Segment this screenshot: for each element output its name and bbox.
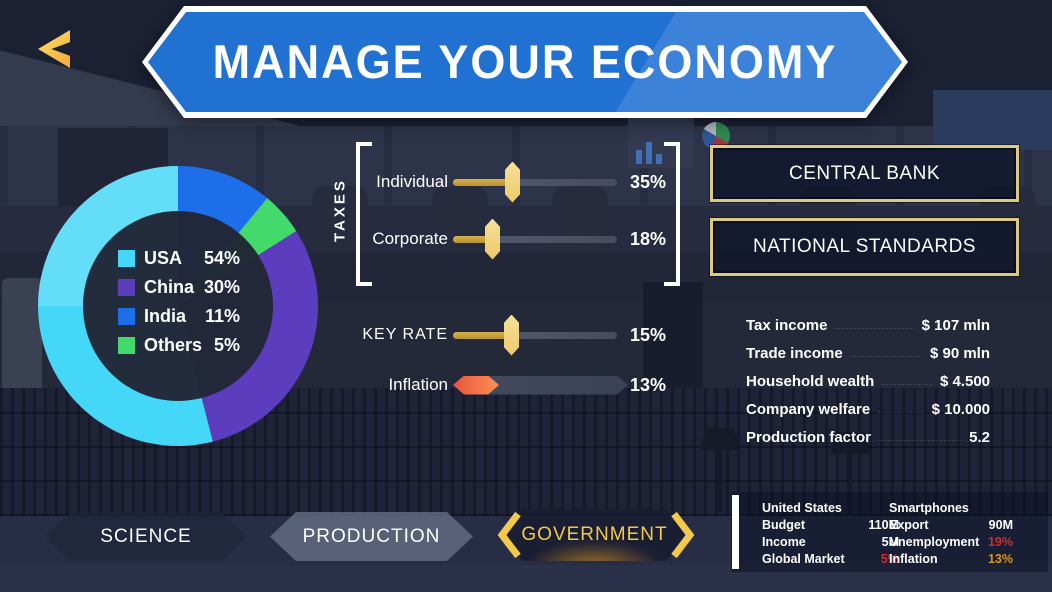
key-rate-value: 15% — [629, 324, 666, 345]
chair-silhouette — [432, 186, 488, 258]
china-swatch — [118, 279, 135, 296]
central-bank-button[interactable]: CENTRAL BANK — [710, 145, 1019, 202]
panel-inflation-row: Inflation 13% — [889, 551, 1013, 566]
taxes-group-label: TAXES — [331, 178, 349, 242]
stat-row-production-factor: Production factor 5.2 — [746, 428, 990, 446]
corporate-tax-slider[interactable] — [453, 218, 617, 260]
income-row: Income 5M — [762, 534, 899, 549]
page-title: MANAGE YOUR ECONOMY — [212, 34, 838, 89]
tab-science[interactable]: SCIENCE — [45, 512, 247, 561]
legend-item-usa: USA 54% — [118, 248, 240, 268]
individual-tax-value: 35% — [629, 171, 666, 192]
slider-fill — [453, 331, 511, 339]
budget-row: Budget 110M — [762, 517, 899, 532]
stat-row-household-wealth: Household wealth $ 4.500 — [746, 372, 990, 390]
corporate-tax-label: Corporate — [372, 229, 448, 248]
legend-item-others: Others 5% — [118, 335, 240, 355]
product-column: Smartphones Export 90M Unemployment 19% … — [889, 499, 1013, 567]
inflation-bar — [453, 376, 628, 395]
tab-production[interactable]: PRODUCTION — [270, 512, 473, 561]
banner-body: MANAGE YOUR ECONOMY — [148, 12, 902, 112]
whiteboard — [628, 118, 694, 168]
mini-bar-chart — [636, 150, 642, 164]
back-arrow-icon — [38, 30, 70, 68]
corporate-tax-slider-row: Corporate 18% — [356, 218, 668, 260]
unemployment-row: Unemployment 19% — [889, 534, 1013, 549]
market-share-donut-chart: USA 54% China 30% India 11% Others 5% — [38, 166, 318, 446]
donut-hole — [83, 211, 273, 401]
floor-lamp — [830, 432, 870, 516]
product-name: Smartphones — [889, 500, 969, 515]
floor-lamp — [700, 428, 740, 512]
chair-silhouette — [552, 186, 608, 258]
stat-row-trade-income: Trade income $ 90 mln — [746, 344, 990, 362]
mini-bar-chart — [656, 154, 662, 164]
banner: MANAGE YOUR ECONOMY — [142, 6, 908, 118]
donut-legend: USA 54% China 30% India 11% Others 5% — [118, 248, 240, 366]
inflation-value: 13% — [629, 374, 666, 395]
global-market-row: Global Market 5% — [762, 551, 899, 566]
corporate-tax-handle[interactable] — [485, 218, 500, 260]
key-rate-slider-row: KEY RATE 15% — [356, 314, 668, 356]
inflation-bar-fill — [453, 376, 499, 395]
key-rate-handle[interactable] — [504, 314, 519, 356]
india-swatch — [118, 308, 135, 325]
key-rate-label: KEY RATE — [362, 326, 448, 343]
individual-tax-handle[interactable] — [505, 161, 520, 203]
national-standards-button[interactable]: NATIONAL STANDARDS — [710, 218, 1019, 276]
inflation-row: Inflation 13% — [356, 365, 668, 405]
slider-fill — [453, 235, 492, 243]
tab-government[interactable]: GOVERNMENT — [497, 509, 692, 561]
country-column: United States Budget 110M Income 5M Glob… — [762, 499, 899, 567]
individual-tax-label: Individual — [376, 172, 448, 191]
others-swatch — [118, 337, 135, 354]
slider-fill — [453, 178, 512, 186]
usa-swatch — [118, 250, 135, 267]
legend-item-china: China 30% — [118, 277, 240, 297]
corporate-tax-value: 18% — [629, 228, 666, 249]
economy-stats-list: Tax income $ 107 mln Trade income $ 90 m… — [746, 311, 990, 451]
taxes-bracket-right — [664, 142, 680, 286]
individual-tax-slider-row: Individual 35% — [356, 161, 668, 203]
legend-item-india: India 11% — [118, 306, 240, 326]
country-name: United States — [762, 500, 842, 515]
wall-screen — [933, 90, 1052, 150]
country-stats-panel: United States Budget 110M Income 5M Glob… — [731, 492, 1048, 572]
panel-accent-bar — [732, 495, 739, 569]
mini-bar-chart — [646, 142, 652, 164]
stat-row-tax-income: Tax income $ 107 mln — [746, 316, 990, 334]
individual-tax-slider[interactable] — [453, 161, 617, 203]
stat-row-company-welfare: Company welfare $ 10.000 — [746, 400, 990, 418]
export-row: Export 90M — [889, 517, 1013, 532]
taxes-bracket-left — [356, 142, 372, 286]
back-button[interactable] — [30, 24, 78, 72]
inflation-label: Inflation — [388, 375, 448, 394]
key-rate-slider[interactable] — [453, 314, 617, 356]
